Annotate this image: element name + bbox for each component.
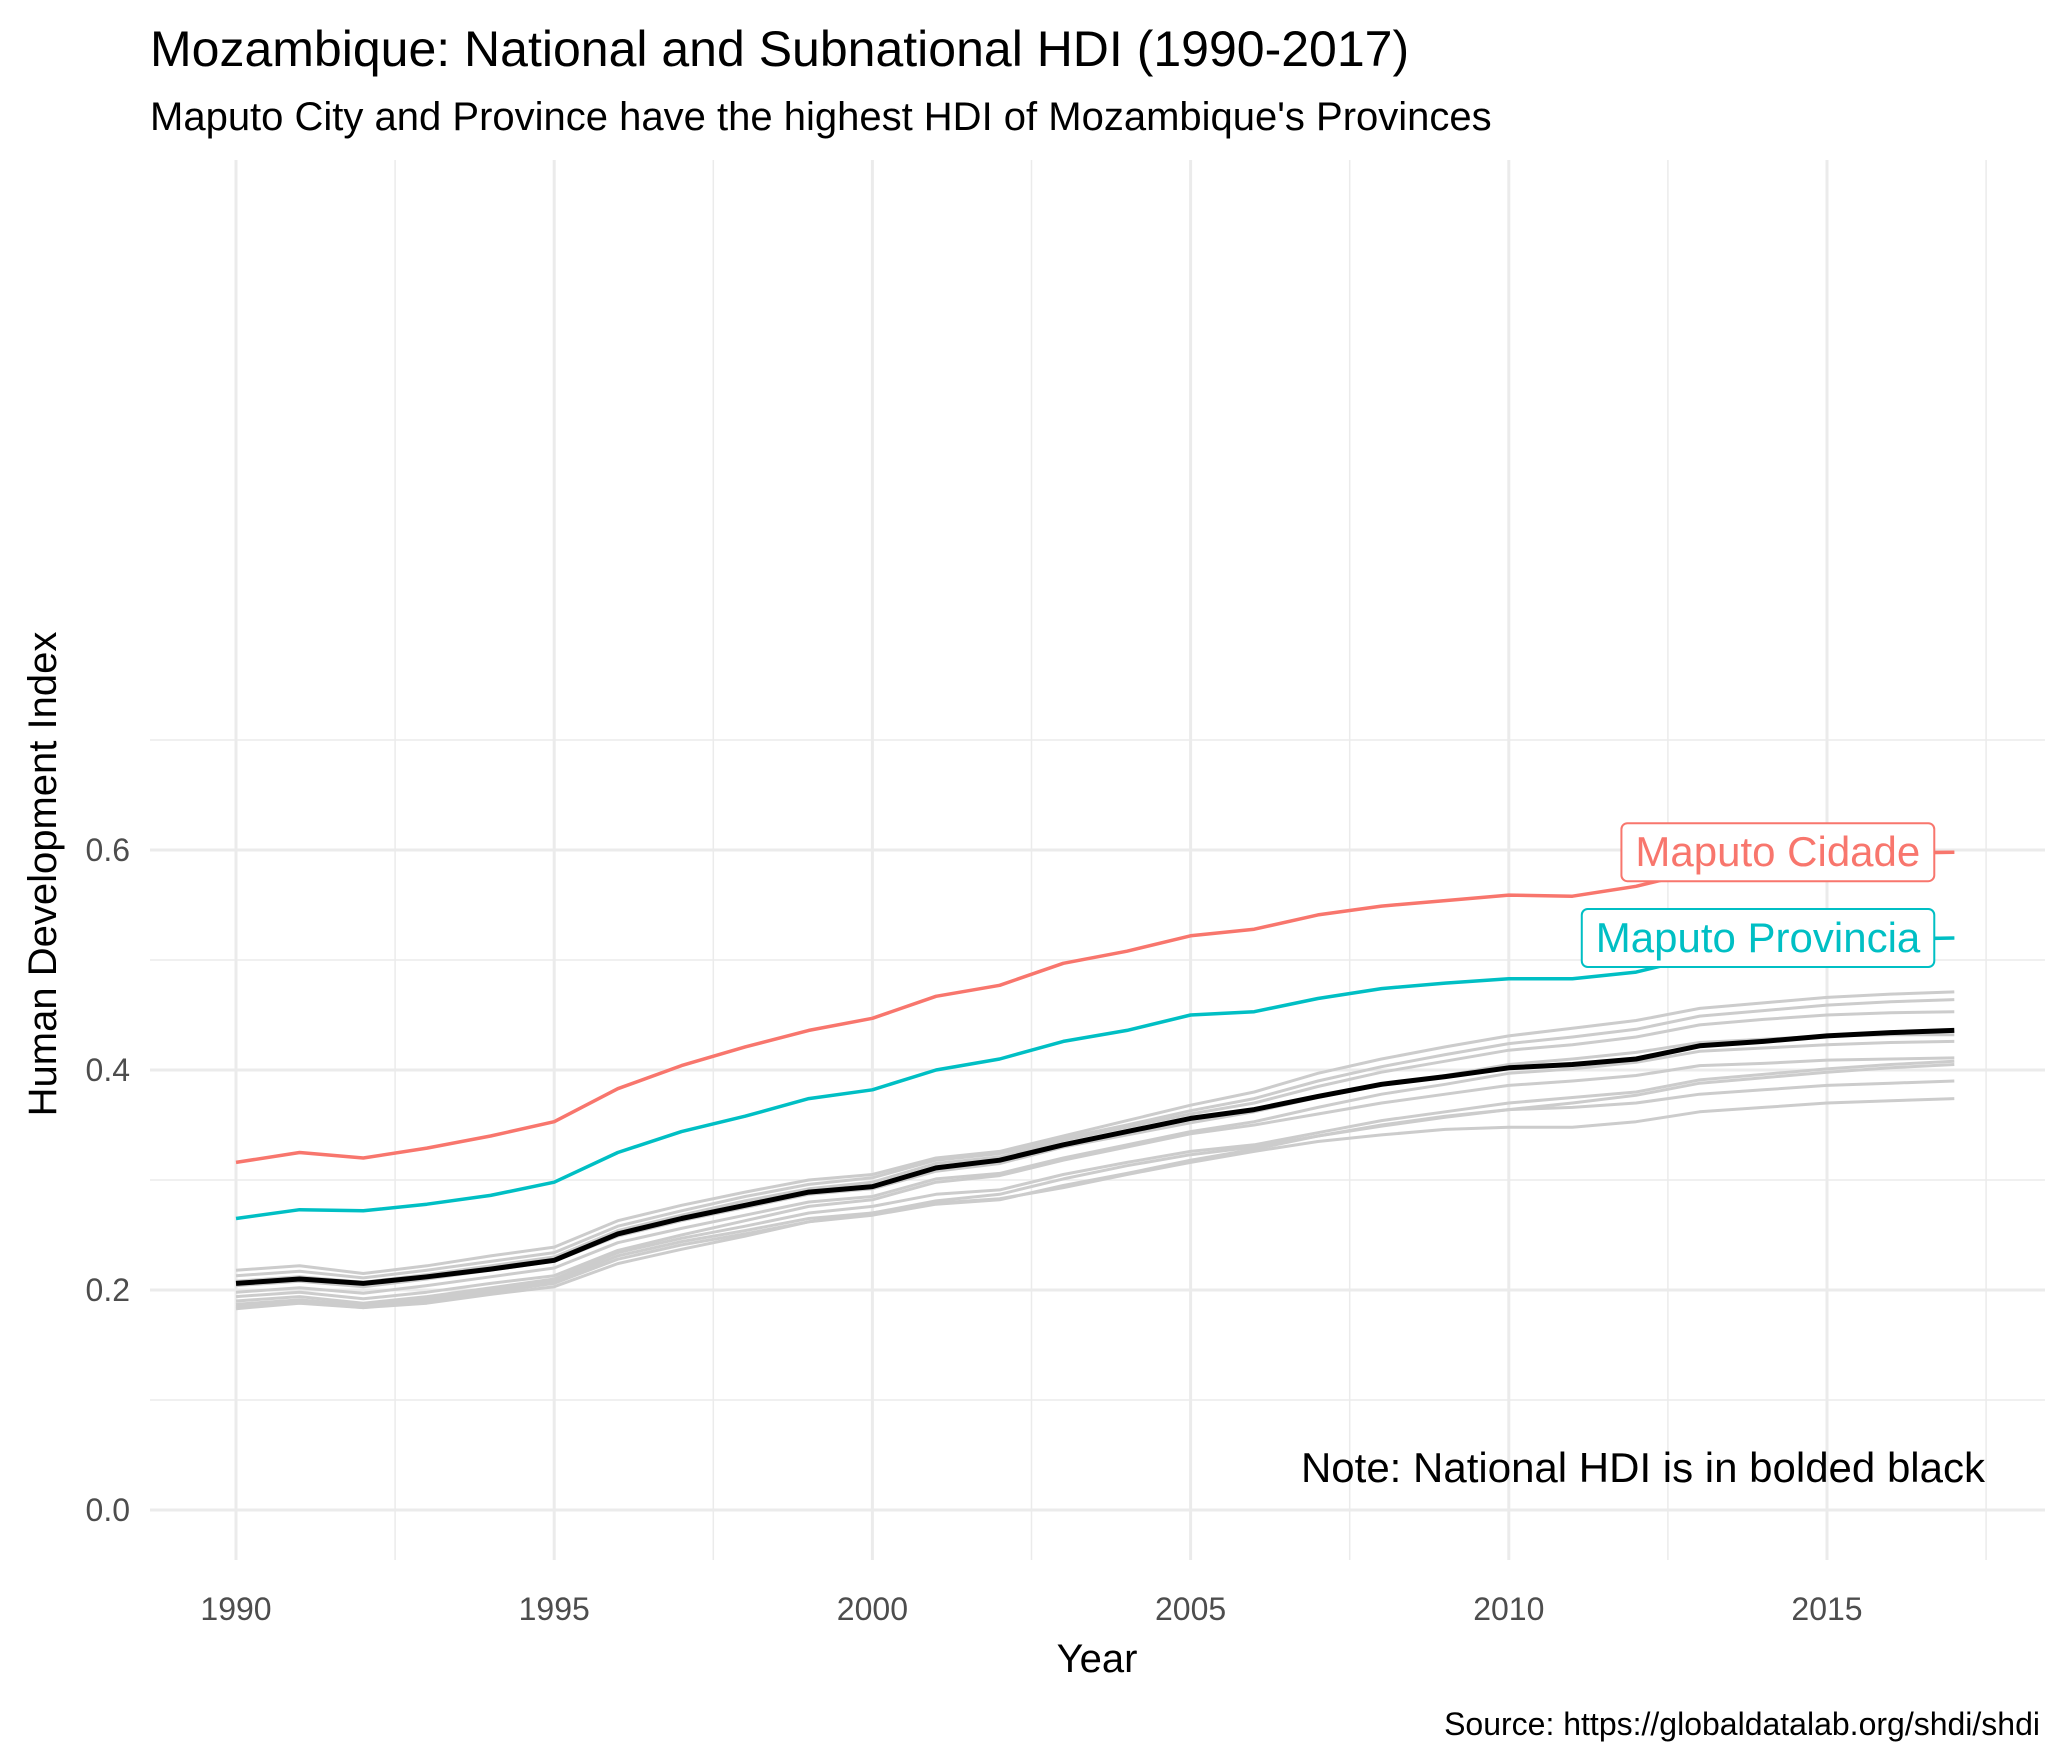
series-line-province-11: [235, 1079, 1955, 1310]
x-tick-label: 2010: [1473, 1591, 1544, 1627]
series-line-province-6: [235, 1033, 1955, 1289]
series-line-province-12: [235, 1097, 1955, 1311]
y-tick-label: 0.2: [86, 1272, 130, 1308]
x-tick-label: 1990: [200, 1591, 271, 1627]
series-lines: [235, 850, 1955, 1311]
series-line-national: [235, 1027, 1955, 1286]
series-labels: Maputo Cidade Maputo Provincia: [1580, 822, 1955, 968]
series-line-maputo-provincia: [235, 936, 1955, 1221]
x-tick-label: 2015: [1791, 1591, 1862, 1627]
y-tick-label: 0.4: [86, 1052, 130, 1088]
series-line-province-10: [235, 1063, 1955, 1307]
source-caption: Source: https://globaldatalab.org/shdi/s…: [1444, 1706, 2040, 1742]
y-tick-label: 0.6: [86, 832, 130, 868]
series-line-province-5: [235, 1010, 1955, 1284]
label-text: Maputo Cidade: [1635, 828, 1920, 875]
label-text: Maputo Provincia: [1596, 914, 1921, 961]
major-gridlines: [150, 160, 2045, 1560]
series-line-province-8: [235, 1056, 1955, 1301]
series-line-province-4: [235, 998, 1955, 1280]
series-line-maputo-cidade: [235, 850, 1955, 1165]
chart-title: Mozambique: National and Subnational HDI…: [150, 21, 1409, 77]
national-note: Note: National HDI is in bolded black: [1301, 1444, 1986, 1491]
series-line-province-7: [235, 1039, 1955, 1295]
x-tick-label: 1995: [519, 1591, 590, 1627]
y-tick-label: 0.0: [86, 1492, 130, 1528]
label-maputo-provincia: Maputo Provincia: [1580, 908, 1955, 968]
x-axis-title: Year: [1057, 1637, 1138, 1681]
y-axis-ticks: 0.0 0.2 0.4 0.6: [86, 832, 130, 1528]
x-tick-label: 2000: [837, 1591, 908, 1627]
series-line-province-3: [235, 990, 1955, 1275]
label-maputo-cidade: Maputo Cidade: [1620, 822, 1955, 883]
series-line-province-9: [235, 1059, 1955, 1305]
x-axis-ticks: 1990 1995 2000 2005 2010 2015: [200, 1591, 1862, 1627]
x-tick-label: 2005: [1155, 1591, 1226, 1627]
chart-subtitle: Maputo City and Province have the highes…: [150, 95, 1492, 139]
y-axis-title: Human Development Index: [21, 632, 65, 1117]
